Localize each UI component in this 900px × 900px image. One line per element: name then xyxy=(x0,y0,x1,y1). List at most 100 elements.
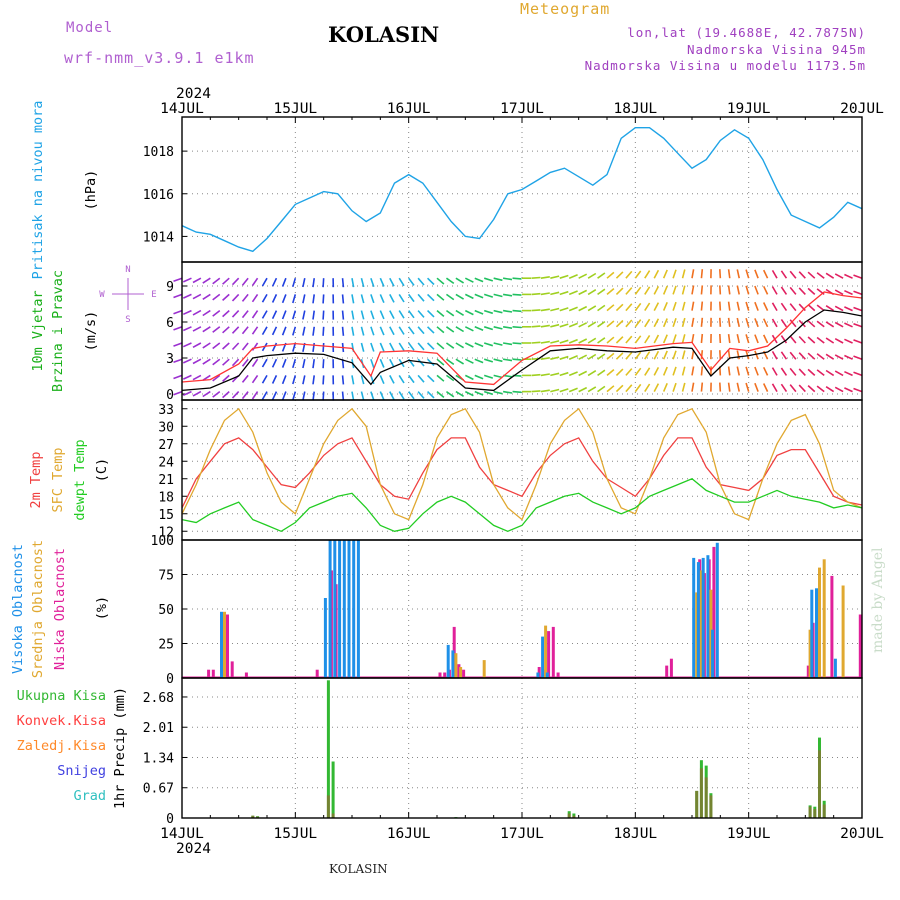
wind-arrow xyxy=(455,309,465,316)
wind-arrow xyxy=(351,326,355,336)
wind-arrow xyxy=(559,307,569,312)
wind-arrow xyxy=(578,305,588,312)
wind-arrow xyxy=(192,293,202,300)
precip-conv-bar xyxy=(331,813,335,818)
wind-arrow xyxy=(762,285,769,295)
wind-arrow xyxy=(483,358,494,363)
cloud-low-bar xyxy=(547,631,551,678)
wind-arrow xyxy=(302,359,306,369)
cloud-mid-bar xyxy=(709,589,713,678)
cloud-mid-bar xyxy=(841,585,845,678)
wind-arrow xyxy=(464,374,474,381)
wind-arrow xyxy=(251,277,259,287)
wind-arrow xyxy=(512,342,522,345)
wind-arrow xyxy=(615,303,624,312)
wind-arrow xyxy=(736,269,741,279)
wind-arrow xyxy=(417,374,425,383)
wind-arrow xyxy=(312,391,316,401)
wind-arrow xyxy=(568,355,578,360)
wind-arrow xyxy=(798,384,806,393)
cloud-high-bar xyxy=(328,540,332,678)
wind-compass-s: S xyxy=(125,315,130,325)
wind-arrow xyxy=(644,367,651,376)
wind-arrow xyxy=(182,326,192,332)
cloud-low-bar xyxy=(462,669,466,678)
wind-arrow xyxy=(261,294,268,303)
wind-arrow xyxy=(408,277,415,286)
wind-arrow xyxy=(762,383,769,392)
wind-arrow xyxy=(312,359,316,369)
wind-arrow xyxy=(202,342,211,349)
wind-arrow xyxy=(719,350,722,360)
wind-arrow xyxy=(351,310,355,320)
precip-legend-0: Ukupna Kisa xyxy=(17,688,106,704)
cloud-high-bar xyxy=(451,650,455,678)
wind-arrow xyxy=(844,370,853,377)
wind-arrow xyxy=(408,293,415,303)
wind-arrow xyxy=(615,287,624,295)
wind-arrow xyxy=(700,285,704,295)
wind-arrow xyxy=(816,272,825,279)
wind-arrow xyxy=(625,303,633,312)
wind-arrow xyxy=(493,342,503,346)
wind-arrow xyxy=(341,326,345,336)
wind-arrow xyxy=(825,386,835,393)
time-axis-bottom-label: 20JUL xyxy=(840,826,884,842)
wind-arrow xyxy=(719,333,722,344)
wind-arrow xyxy=(436,374,445,382)
wind-arrow xyxy=(173,309,183,315)
wind-arrow xyxy=(474,293,484,299)
cloud-mid-bar xyxy=(699,570,703,678)
wind-arrow xyxy=(182,358,192,364)
wind-arrow xyxy=(281,375,287,385)
wind-arrow xyxy=(587,386,597,393)
wind-arrow xyxy=(853,387,863,393)
wind-arrow xyxy=(762,366,769,376)
wind-arrow xyxy=(559,274,569,279)
precip-conv-bar xyxy=(709,795,713,818)
wind-arrow xyxy=(578,322,588,328)
wind-arrows xyxy=(173,269,863,401)
wind-arrow xyxy=(736,317,741,327)
wind-arrow xyxy=(691,269,695,279)
wind-arrow xyxy=(370,294,375,304)
cloud-low-bar xyxy=(315,669,319,678)
cloud-high-bar xyxy=(701,557,705,678)
wind-arrow xyxy=(281,310,287,320)
cloud-high-bar xyxy=(323,598,327,678)
wind-arrow xyxy=(578,273,588,279)
wind-arrow xyxy=(754,318,759,328)
wind-arrow xyxy=(483,390,494,396)
wind-arrow xyxy=(597,385,606,393)
wind-arrow xyxy=(222,358,230,366)
wind-arrow xyxy=(312,375,316,385)
wind-arrow xyxy=(853,306,863,312)
wind-arrow xyxy=(559,355,569,360)
wind-arrow xyxy=(754,269,759,279)
wind-arrow xyxy=(302,294,306,304)
wind-arrow xyxy=(662,318,668,328)
wind-arrow xyxy=(312,342,316,353)
wind-arrow xyxy=(606,271,615,279)
time-axis-bottom-label: 16JUL xyxy=(387,826,431,842)
wind-arrow xyxy=(360,310,365,320)
wind-arrow xyxy=(681,382,686,392)
wind-arrow xyxy=(192,374,202,381)
wind-arrow xyxy=(512,390,522,394)
temp-2m-label: 2m Temp xyxy=(28,452,44,509)
wind-arrow xyxy=(615,368,624,376)
wind-arrow xyxy=(606,368,615,377)
wind-arrow xyxy=(271,294,278,303)
wind-speed-line xyxy=(181,309,863,392)
wind-arrow xyxy=(182,309,192,316)
wind-arrow xyxy=(202,390,211,398)
wind-arrow xyxy=(417,326,425,335)
precip-conv-bar xyxy=(822,804,826,818)
wind-arrow xyxy=(436,309,445,318)
wind-arrow xyxy=(780,335,788,344)
wind-arrow xyxy=(389,277,395,287)
wind-arrow xyxy=(798,335,806,344)
wind-arrow xyxy=(672,334,677,344)
wind-arrow xyxy=(474,374,484,380)
wind-arrow xyxy=(483,293,494,298)
